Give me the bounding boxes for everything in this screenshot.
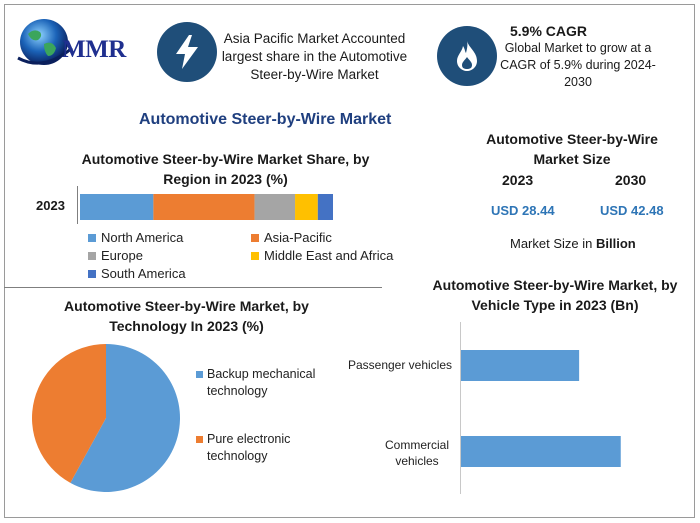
region-legend-item-north-america: North America — [88, 230, 183, 245]
region-bar-segment-middle-east-and-africa — [295, 194, 318, 220]
region-legend-item-middle-east-and-africa: Middle East and Africa — [251, 248, 393, 263]
technology-pie-chart — [31, 344, 180, 492]
region-legend-swatch — [251, 233, 259, 242]
market-size-unit: Market Size in Billion — [510, 236, 636, 251]
vehicle-chart-title: Automotive Steer-by-Wire Market, by Vehi… — [432, 277, 678, 313]
pie-legend-swatch-electronic — [196, 436, 203, 443]
region-legend-label: Asia-Pacific — [264, 230, 332, 245]
brand-name: MMR — [62, 36, 126, 63]
region-legend-swatch — [88, 233, 96, 242]
market-size-value-2023: USD 28.44 — [491, 203, 555, 218]
infographic-frame — [4, 4, 695, 518]
region-chart-category: 2023 — [36, 198, 65, 213]
main-title: Automotive Steer-by-Wire Market — [139, 111, 392, 128]
region-legend-swatch — [251, 251, 259, 260]
market-size-value-2030: USD 42.48 — [600, 203, 664, 218]
vehicle-category-passenger: Passenger vehicles — [347, 358, 453, 372]
vehicle-category-commercial: Commercial vehicles — [384, 438, 449, 468]
lightning-icon — [176, 35, 198, 69]
pie-slice-backup-mechanical-technology — [70, 344, 180, 492]
region-chart-title: Automotive Steer-by-Wire Market Share, b… — [81, 151, 370, 187]
region-legend-swatch — [88, 269, 96, 278]
region-stacked-bar — [80, 194, 333, 220]
mmr-logo: MMR — [14, 14, 142, 82]
globe-icon — [17, 19, 73, 65]
market-size-unit-prefix: Market Size in — [510, 236, 596, 251]
pie-legend-label-backup: Backup mechanical technology — [207, 367, 316, 398]
pie-legend-item-backup: Backup mechanical technology — [196, 366, 326, 400]
region-legend-item-asia-pacific: Asia-Pacific — [251, 230, 332, 245]
market-size-unit-bold: Billion — [595, 236, 636, 251]
pie-slice-pure-electronic-technology — [31, 344, 106, 483]
lightning-icon-badge — [157, 22, 217, 82]
region-legend-label: Middle East and Africa — [264, 248, 394, 263]
pie-legend-label-electronic: Pure electronic technology — [207, 432, 291, 463]
region-legend-label: Europe — [101, 248, 143, 263]
region-bar-segment-asia-pacific — [153, 194, 255, 220]
market-size-year-2030: 2030 — [615, 172, 647, 188]
pie-legend-item-electronic: Pure electronic technology — [196, 431, 306, 465]
region-bar-segment-north-america — [80, 194, 154, 220]
region-legend-item-south-america: South America — [88, 266, 186, 281]
market-size-title: Automotive Steer-by-Wire Market Size — [486, 131, 658, 167]
vehicle-bar-passenger-vehicles — [461, 350, 580, 381]
region-legend-swatch — [88, 251, 96, 260]
section-divider — [4, 287, 382, 288]
technology-chart-title: Automotive Steer-by-Wire Market, by Tech… — [64, 298, 309, 334]
vehicle-chart-axis — [460, 322, 461, 494]
market-size-year-2023: 2023 — [502, 172, 534, 188]
region-bar-segment-europe — [254, 194, 296, 220]
region-bar-segment-south-america — [317, 194, 333, 220]
vehicle-bar-chart — [461, 350, 621, 467]
region-highlight-text: Asia Pacific Market Accounted largest sh… — [221, 31, 408, 82]
region-chart-axis — [77, 186, 78, 224]
vehicle-bar-commercial-vehicles — [461, 436, 621, 467]
pie-legend-swatch-backup — [196, 371, 203, 378]
flame-icon — [457, 41, 477, 71]
region-legend-label: South America — [101, 266, 186, 281]
flame-icon-badge — [437, 26, 497, 86]
region-legend-label: North America — [101, 230, 184, 245]
cagr-text: Global Market to grow at a CAGR of 5.9% … — [500, 41, 656, 89]
cagr-title: 5.9% CAGR — [510, 23, 588, 39]
region-legend-item-europe: Europe — [88, 248, 143, 263]
